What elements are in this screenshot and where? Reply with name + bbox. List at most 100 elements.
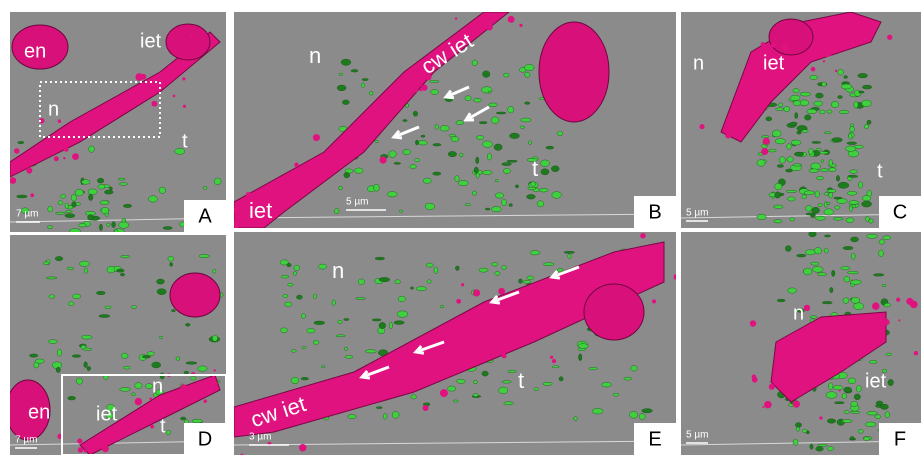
green-particle — [340, 58, 352, 66]
pink-particle — [336, 155, 344, 163]
pink-particle — [762, 406, 765, 409]
panel-label-box — [879, 196, 921, 228]
green-particle — [808, 232, 817, 238]
green-particle — [434, 124, 439, 130]
green-particle — [831, 269, 836, 277]
pink-particle — [896, 297, 901, 302]
arrow — [361, 365, 390, 379]
panel-label-box — [184, 200, 226, 232]
pink-particle — [298, 444, 307, 452]
pink-particle — [871, 340, 878, 347]
green-particle — [109, 186, 113, 191]
green-particle — [104, 305, 112, 309]
green-particle — [831, 101, 840, 108]
green-particle — [494, 271, 501, 276]
green-particle — [809, 443, 814, 450]
green-particle — [808, 168, 819, 173]
green-particle — [142, 355, 151, 359]
green-particle — [389, 321, 393, 329]
green-particle — [473, 393, 479, 397]
green-particle — [851, 252, 856, 260]
green-particle — [858, 90, 865, 94]
panel-label: A — [198, 205, 212, 227]
pink-membrane — [234, 12, 510, 228]
pink-particle — [762, 137, 770, 145]
green-particle — [858, 181, 863, 189]
green-particle — [485, 207, 491, 211]
pink-particle — [797, 344, 801, 347]
pink-particle — [57, 119, 62, 123]
green-particle — [837, 69, 844, 76]
pink-particle — [134, 397, 143, 406]
green-particle — [415, 139, 419, 146]
green-particle — [629, 411, 638, 419]
green-particle — [539, 188, 549, 193]
green-particle — [47, 225, 53, 229]
green-particle — [557, 268, 564, 273]
green-particle — [464, 95, 472, 101]
panel-content: en iet n t 7 µm A — [10, 12, 226, 232]
green-particle — [849, 436, 855, 441]
green-particle — [866, 411, 878, 416]
green-particle — [175, 356, 181, 361]
green-particle — [174, 148, 186, 155]
green-particle — [119, 182, 128, 186]
green-particle — [520, 117, 532, 123]
pink-particle — [768, 383, 775, 390]
green-particle — [828, 382, 834, 390]
green-particle — [487, 90, 492, 94]
annotation: n — [48, 98, 59, 120]
green-particle — [815, 215, 826, 221]
green-particle — [455, 265, 460, 271]
green-particle — [103, 375, 109, 380]
green-particle — [306, 328, 316, 334]
green-particle — [866, 119, 872, 125]
green-particle — [162, 226, 173, 230]
pink-blob — [10, 379, 51, 441]
green-particle — [865, 216, 870, 222]
green-particle — [74, 189, 84, 197]
green-particle — [87, 214, 94, 221]
green-particle — [828, 167, 837, 172]
green-particle — [71, 201, 77, 208]
green-particle — [507, 106, 514, 114]
green-particle — [57, 200, 64, 206]
arrow — [491, 290, 520, 304]
green-particle — [526, 194, 536, 200]
green-particle — [850, 279, 862, 285]
green-particle — [454, 175, 460, 182]
pink-blob — [11, 24, 69, 70]
green-particle — [843, 386, 852, 393]
green-particle — [185, 361, 198, 365]
green-particle — [374, 140, 379, 143]
green-particle — [35, 358, 45, 364]
green-particle — [773, 204, 784, 209]
pink-particle — [642, 277, 647, 281]
green-particle — [459, 152, 464, 158]
green-particle — [874, 414, 882, 419]
green-particle — [530, 181, 536, 187]
green-particle — [861, 200, 872, 208]
green-particle — [473, 380, 478, 384]
green-particle — [99, 223, 103, 231]
green-particle — [190, 376, 197, 381]
pink-particle — [699, 124, 705, 130]
green-particle — [843, 75, 848, 79]
pink-particle — [759, 101, 768, 110]
green-particle — [843, 276, 850, 283]
green-particle — [64, 202, 69, 209]
green-particle — [488, 102, 498, 107]
green-particle — [354, 167, 364, 174]
green-particle — [515, 184, 519, 189]
panel-content: en iet nt 7 µm D — [10, 235, 226, 455]
green-particle — [790, 139, 801, 146]
green-particle — [789, 217, 795, 222]
green-particle — [355, 297, 366, 300]
pink-blob — [165, 23, 211, 61]
green-particle — [301, 313, 306, 319]
green-particle — [884, 411, 890, 418]
pink-particle — [77, 447, 84, 453]
green-particle — [765, 116, 772, 122]
green-particle — [536, 200, 545, 208]
green-particle — [801, 129, 809, 133]
